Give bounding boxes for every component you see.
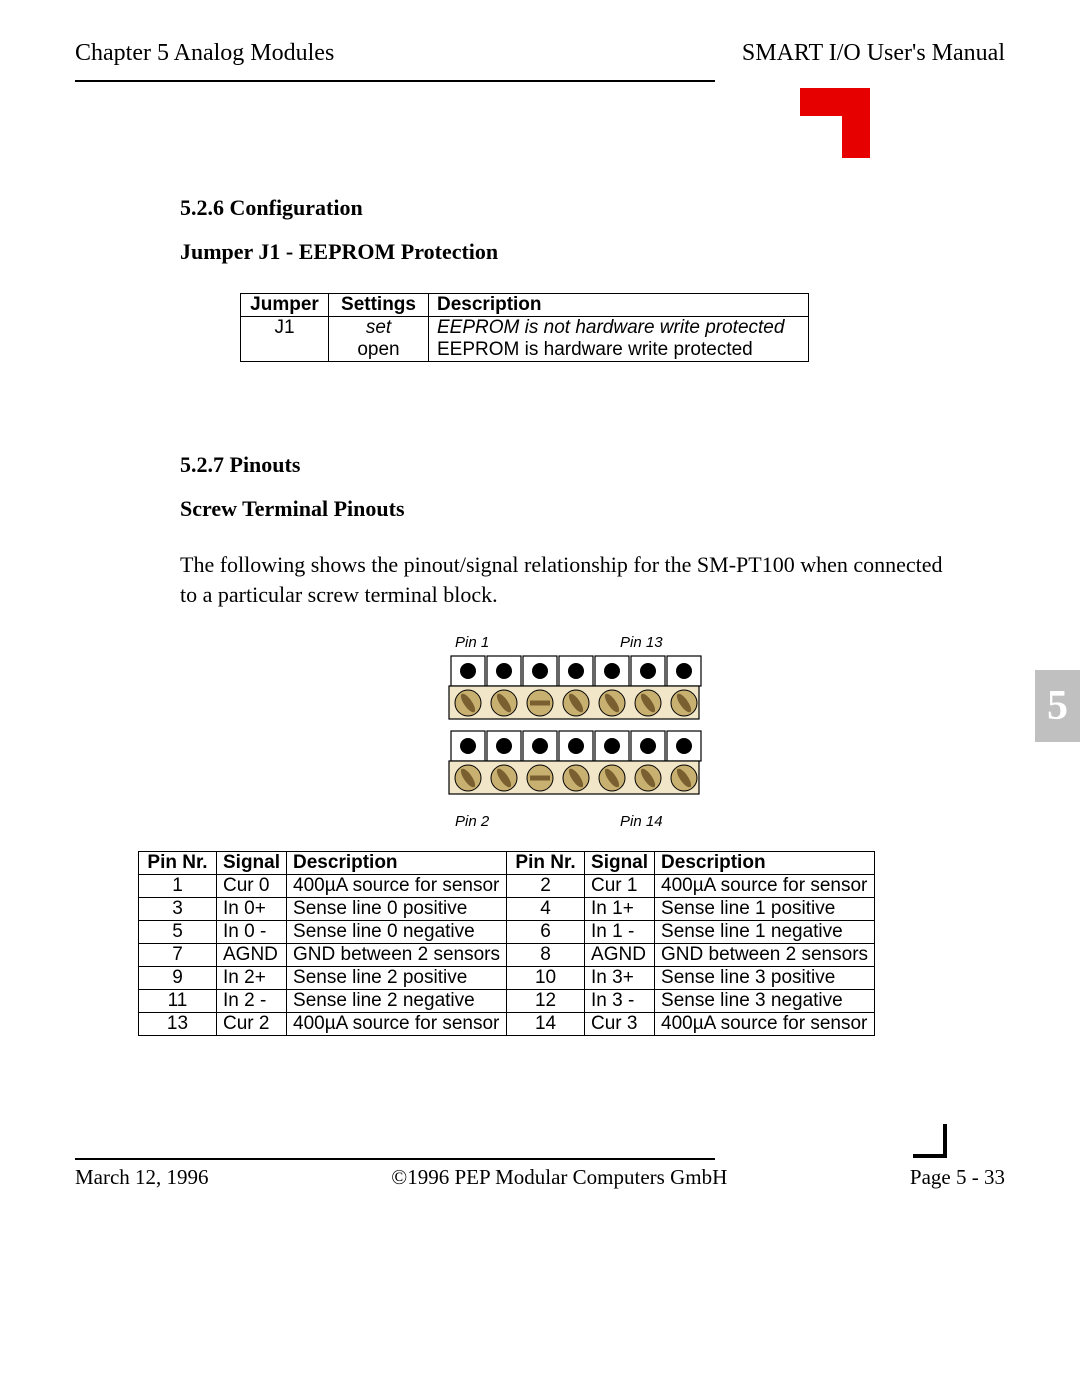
pinout-header-pin-right: Pin Nr. xyxy=(507,852,585,875)
pinout-cell: 12 xyxy=(507,990,585,1013)
page-footer: March 12, 1996 ©1996 PEP Modular Compute… xyxy=(75,1165,1005,1190)
jumper-table-header-settings: Settings xyxy=(329,294,429,317)
pinout-cell: Cur 3 xyxy=(585,1013,655,1036)
table-row: 3In 0+Sense line 0 positive4In 1+Sense l… xyxy=(139,898,875,921)
table-row: 1Cur 0400µA source for sensor2Cur 1400µA… xyxy=(139,875,875,898)
table-row: 7AGNDGND between 2 sensors8AGNDGND betwe… xyxy=(139,944,875,967)
pinout-cell: Cur 1 xyxy=(585,875,655,898)
pinout-cell: Sense line 0 negative xyxy=(287,921,507,944)
pinout-cell: AGND xyxy=(217,944,287,967)
pinout-cell: Cur 0 xyxy=(217,875,287,898)
pinout-header-desc-right: Description xyxy=(655,852,875,875)
header-right: SMART I/O User's Manual xyxy=(742,40,1005,67)
footer-rule xyxy=(75,1158,715,1160)
footer-corner-icon xyxy=(913,1124,947,1158)
footer-date: March 12, 1996 xyxy=(75,1165,209,1190)
footer-copyright: ©1996 PEP Modular Computers GmbH xyxy=(391,1165,727,1190)
jumper-table-header-description: Description xyxy=(429,294,809,317)
pinout-cell: Sense line 1 negative xyxy=(655,921,875,944)
header-left: Chapter 5 Analog Modules xyxy=(75,40,334,67)
pinout-cell: 400µA source for sensor xyxy=(287,1013,507,1036)
pinout-cell: In 0+ xyxy=(217,898,287,921)
pinout-cell: In 2+ xyxy=(217,967,287,990)
pinout-header-desc-left: Description xyxy=(287,852,507,875)
pinout-cell: In 1+ xyxy=(585,898,655,921)
table-row: J1setEEPROM is not hardware write protec… xyxy=(241,317,809,340)
page-content: 5.2.6 Configuration Jumper J1 - EEPROM P… xyxy=(180,195,960,1036)
corner-mark-icon xyxy=(800,88,870,158)
pinout-cell: Sense line 1 positive xyxy=(655,898,875,921)
chapter-side-tab: 5 xyxy=(1035,670,1080,742)
table-row: 11In 2 -Sense line 2 negative12In 3 -Sen… xyxy=(139,990,875,1013)
pinout-cell: Sense line 2 negative xyxy=(287,990,507,1013)
pinout-cell: Sense line 3 positive xyxy=(655,967,875,990)
pinout-cell: Sense line 3 negative xyxy=(655,990,875,1013)
pinout-cell: GND between 2 sensors xyxy=(287,944,507,967)
jumper-table-header-jumper: Jumper xyxy=(241,294,329,317)
pinout-cell: In 0 - xyxy=(217,921,287,944)
jumper-settings-table: Jumper Settings Description J1setEEPROM … xyxy=(240,293,809,362)
pinout-cell: 14 xyxy=(507,1013,585,1036)
table-row: 9In 2+Sense line 2 positive10In 3+Sense … xyxy=(139,967,875,990)
pinout-table: Pin Nr. Signal Description Pin Nr. Signa… xyxy=(138,851,875,1036)
subsection-heading-screw: Screw Terminal Pinouts xyxy=(180,496,960,522)
pinout-cell: 400µA source for sensor xyxy=(655,875,875,898)
pinouts-paragraph: The following shows the pinout/signal re… xyxy=(180,550,960,609)
table-row: openEEPROM is hardware write protected xyxy=(241,339,809,362)
footer-page: Page 5 - 33 xyxy=(910,1165,1005,1190)
pinout-cell: 13 xyxy=(139,1013,217,1036)
pinout-cell: 4 xyxy=(507,898,585,921)
table-row: 13Cur 2400µA source for sensor14Cur 3400… xyxy=(139,1013,875,1036)
subsection-heading-jumper: Jumper J1 - EEPROM Protection xyxy=(180,239,960,265)
setting-cell: open xyxy=(329,339,429,362)
svg-text:Pin 1: Pin 1 xyxy=(455,634,489,651)
pinout-cell: Sense line 2 positive xyxy=(287,967,507,990)
desc-cell: EEPROM is not hardware write protected xyxy=(429,317,809,340)
pinout-cell: 9 xyxy=(139,967,217,990)
jumper-cell xyxy=(241,339,329,362)
pinout-cell: 11 xyxy=(139,990,217,1013)
pinout-cell: In 3 - xyxy=(585,990,655,1013)
pinout-cell: 400µA source for sensor xyxy=(655,1013,875,1036)
pinout-header-pin-left: Pin Nr. xyxy=(139,852,217,875)
pinout-header-signal-right: Signal xyxy=(585,852,655,875)
pinout-cell: AGND xyxy=(585,944,655,967)
chapter-side-tab-number: 5 xyxy=(1047,682,1068,730)
pinout-cell: 400µA source for sensor xyxy=(287,875,507,898)
setting-cell: set xyxy=(329,317,429,340)
pinout-cell: 7 xyxy=(139,944,217,967)
section-heading-configuration: 5.2.6 Configuration xyxy=(180,195,960,221)
screw-terminal-diagram: Pin 1 Pin 13 Pin 2 Pin 14 xyxy=(420,631,720,831)
pinout-cell: 6 xyxy=(507,921,585,944)
pinout-header-signal-left: Signal xyxy=(217,852,287,875)
pinout-cell: Sense line 0 positive xyxy=(287,898,507,921)
jumper-cell: J1 xyxy=(241,317,329,340)
pinout-cell: 3 xyxy=(139,898,217,921)
pinout-cell: In 3+ xyxy=(585,967,655,990)
svg-text:Pin 13: Pin 13 xyxy=(620,634,663,651)
svg-text:Pin 14: Pin 14 xyxy=(620,813,663,830)
pinout-cell: Cur 2 xyxy=(217,1013,287,1036)
page-header: Chapter 5 Analog Modules SMART I/O User'… xyxy=(75,40,1005,67)
table-row: 5In 0 -Sense line 0 negative6In 1 -Sense… xyxy=(139,921,875,944)
header-rule xyxy=(75,80,715,82)
svg-text:Pin 2: Pin 2 xyxy=(455,813,490,830)
pinout-cell: 2 xyxy=(507,875,585,898)
pinout-cell: 5 xyxy=(139,921,217,944)
pinout-cell: In 1 - xyxy=(585,921,655,944)
section-heading-pinouts: 5.2.7 Pinouts xyxy=(180,452,960,478)
desc-cell: EEPROM is hardware write protected xyxy=(429,339,809,362)
pinout-cell: 8 xyxy=(507,944,585,967)
pinout-cell: 10 xyxy=(507,967,585,990)
pinout-cell: 1 xyxy=(139,875,217,898)
pinout-cell: GND between 2 sensors xyxy=(655,944,875,967)
pinout-cell: In 2 - xyxy=(217,990,287,1013)
